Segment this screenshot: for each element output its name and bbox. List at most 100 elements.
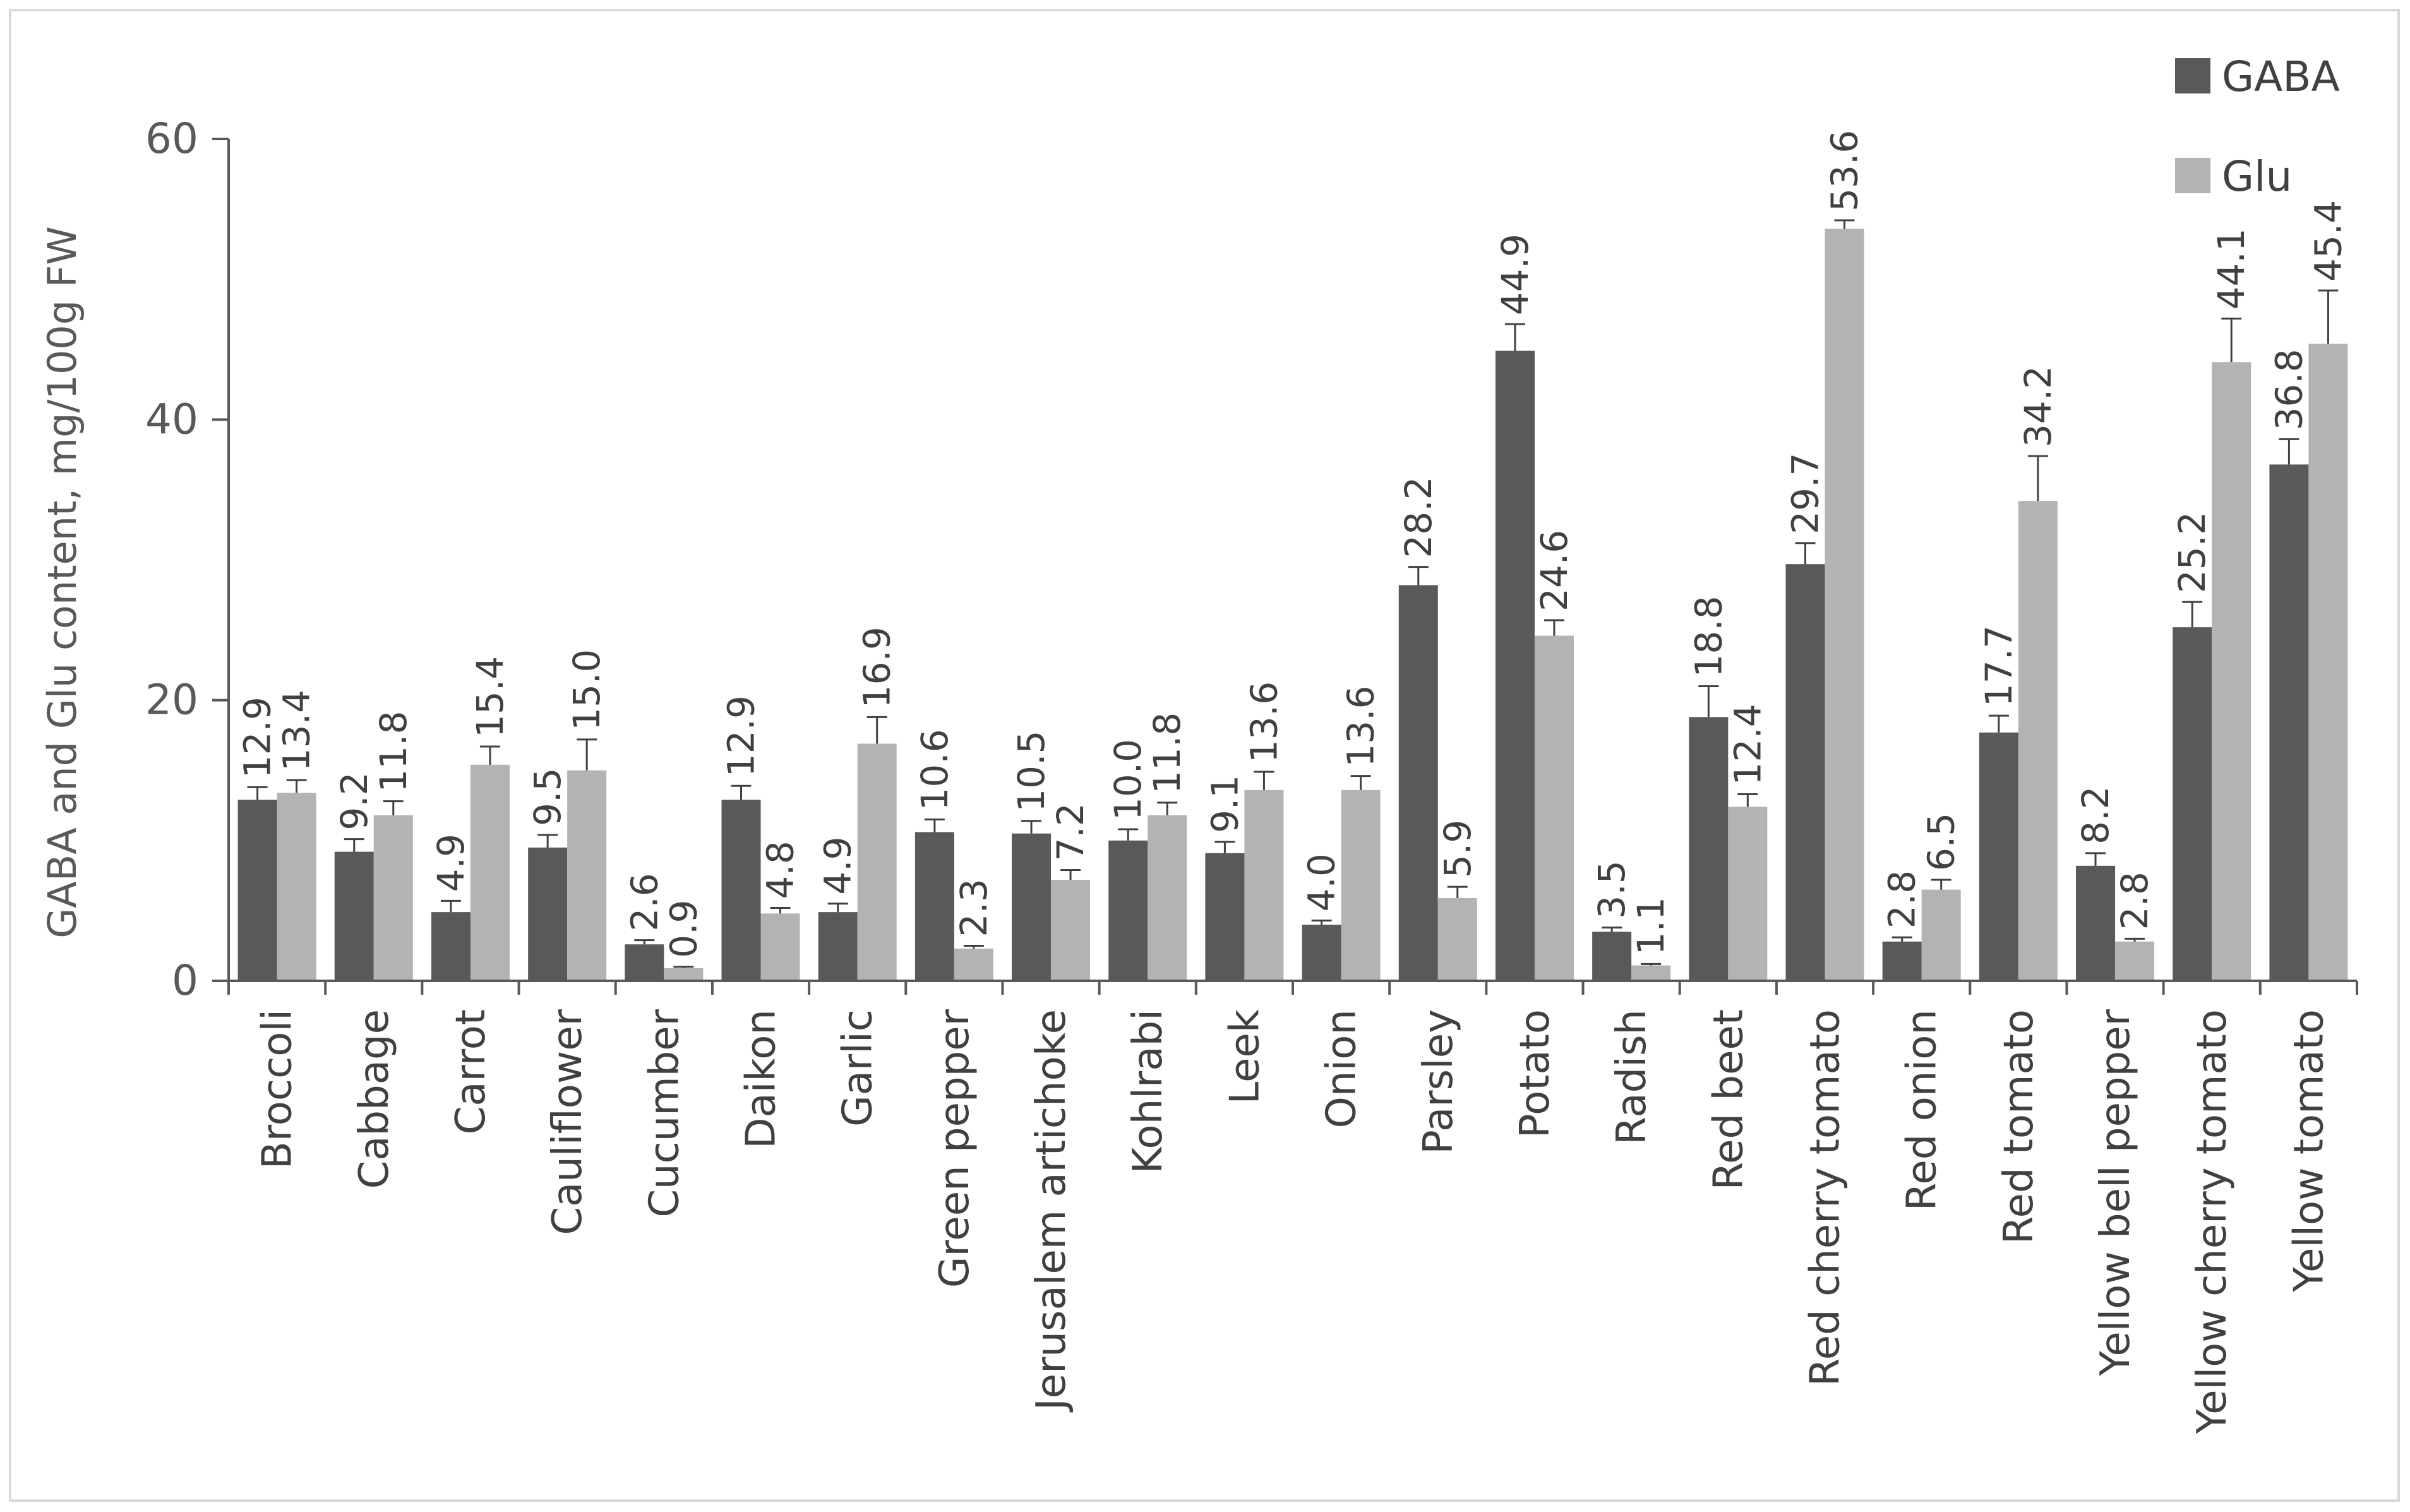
data-label: 4.8	[759, 841, 802, 899]
bar	[1882, 941, 1922, 981]
legend-swatch	[2175, 58, 2210, 93]
data-label: 2.3	[952, 879, 995, 937]
axes-layer: 0 20 40 60	[145, 114, 2358, 1005]
data-label: 9.5	[526, 768, 569, 826]
x-tick-label: Jerusalem artichoke	[1028, 1009, 1075, 1413]
bar	[1825, 229, 1864, 981]
x-tick-label: Cabbage	[351, 1009, 398, 1189]
data-label: 44.9	[1494, 234, 1537, 315]
x-tick-label: Radish	[1609, 1009, 1655, 1145]
data-label: 13.4	[275, 690, 318, 771]
bar	[470, 764, 510, 981]
bar	[1148, 815, 1187, 981]
bar	[760, 913, 800, 981]
data-label: 11.8	[372, 711, 415, 792]
y-tick-label: 60	[145, 114, 198, 163]
y-tick-label: 20	[145, 676, 198, 724]
data-label: 12.4	[1726, 704, 1769, 785]
bar	[2076, 865, 2116, 981]
data-label: 28.2	[1397, 476, 1440, 558]
bar	[1921, 889, 1961, 981]
labels-layer: Broccoli Cabbage Carrot Cauliflower Cucumber…	[236, 130, 2350, 1435]
data-label: 16.9	[856, 627, 899, 708]
x-tick-label: Red beet	[1705, 1009, 1752, 1190]
bar	[1728, 807, 1768, 981]
x-tick-label: Yellow tomato	[2286, 1009, 2332, 1292]
data-label: 10.0	[1106, 739, 1149, 820]
x-tick-label: Red cherry tomato	[1802, 1009, 1849, 1386]
bar	[1302, 925, 1341, 981]
data-label: 44.1	[2210, 228, 2253, 309]
data-label: 11.8	[1146, 712, 1189, 794]
x-tick-label: Yellow cherry tomato	[2189, 1009, 2236, 1434]
x-tick-label: Leek	[1221, 1009, 1268, 1104]
data-label: 3.5	[1590, 860, 1633, 918]
data-label: 0.9	[662, 900, 705, 958]
data-label: 2.8	[1881, 870, 1924, 928]
data-label: 9.1	[1203, 775, 1246, 833]
bar	[1341, 789, 1381, 981]
bar	[2018, 501, 2058, 981]
bar	[954, 948, 993, 981]
x-tick-label: Red tomato	[1996, 1009, 2042, 1244]
bar	[857, 743, 897, 981]
data-label: 13.6	[1242, 681, 1285, 763]
bar	[373, 815, 413, 981]
bar	[625, 944, 664, 981]
bar	[1495, 351, 1535, 981]
data-label: 17.7	[1977, 625, 2020, 707]
bar	[1244, 789, 1284, 981]
data-label: 12.9	[720, 695, 763, 777]
x-tick-label: Cauliflower	[544, 1009, 591, 1235]
legend: GABA Glu	[2175, 52, 2340, 201]
data-label: 2.8	[2113, 872, 2156, 930]
x-tick-label: Onion	[1319, 1009, 1365, 1128]
bar	[1205, 853, 1245, 981]
x-tick-label: Potato	[1512, 1009, 1559, 1138]
bar	[1437, 897, 1477, 981]
bar	[818, 912, 858, 981]
data-label: 15.4	[469, 656, 512, 738]
data-label: 10.6	[913, 729, 956, 810]
data-label: 29.7	[1784, 453, 1827, 534]
bar	[1979, 732, 2018, 981]
bar	[721, 800, 761, 981]
data-label: 5.9	[1436, 820, 1479, 878]
data-label: 6.5	[1920, 813, 1963, 871]
bar	[334, 851, 374, 981]
legend-label: Glu	[2222, 152, 2292, 201]
bar	[2212, 362, 2251, 981]
bar	[567, 770, 607, 981]
data-label: 36.8	[2267, 349, 2310, 430]
bar	[1108, 840, 1148, 981]
bar	[1785, 564, 1825, 981]
bar	[1012, 833, 1052, 981]
bar	[1051, 880, 1091, 981]
data-label: 4.9	[817, 837, 860, 895]
data-label: 9.2	[333, 772, 376, 830]
data-label: 8.2	[2074, 786, 2117, 844]
bar	[2115, 941, 2155, 981]
x-tick-label: Kohlrabi	[1125, 1009, 1172, 1173]
data-label: 25.2	[2171, 512, 2214, 593]
bar	[664, 968, 704, 981]
data-label: 53.6	[1823, 130, 1866, 212]
legend-label: GABA	[2222, 52, 2340, 101]
bar	[1534, 635, 1574, 981]
data-label: 4.9	[429, 834, 472, 892]
bar	[2173, 627, 2212, 981]
x-tick-label: Red onion	[1899, 1009, 1946, 1211]
bar	[1592, 932, 1632, 981]
data-label: 34.2	[2017, 366, 2059, 447]
y-axis-title: GABA and Glu content, mg/100g FW	[39, 226, 85, 939]
data-label: 4.0	[1300, 853, 1343, 911]
x-tick-label: Parsley	[1415, 1009, 1462, 1155]
bar	[277, 793, 316, 981]
x-tick-label: Green pepper	[932, 1009, 978, 1288]
data-label: 7.2	[1049, 803, 1092, 861]
bar	[1689, 717, 1729, 981]
data-label: 2.6	[623, 873, 666, 931]
legend-swatch	[2175, 158, 2210, 193]
bar	[914, 832, 954, 981]
